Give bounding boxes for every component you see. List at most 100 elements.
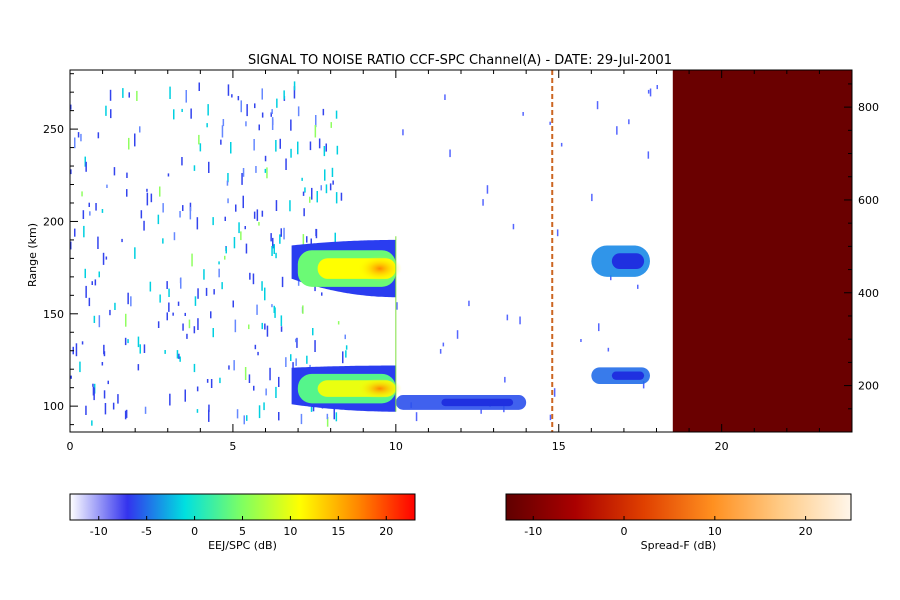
noise-speck <box>336 145 339 155</box>
noise-speck <box>326 417 329 427</box>
noise-speck <box>199 143 202 152</box>
noise-speck <box>109 89 112 101</box>
noise-speck <box>218 268 220 278</box>
noise-speck <box>221 125 224 138</box>
colorbar-tick-label: 0 <box>621 525 628 538</box>
noise-speck <box>281 276 284 288</box>
noise-speck <box>442 342 445 347</box>
noise-speck <box>194 296 197 306</box>
noise-speck <box>128 137 130 150</box>
noise-speck <box>227 173 229 183</box>
spreadf-region <box>672 70 852 432</box>
right-y-tick-label: 200 <box>858 380 879 393</box>
upper-late-echo-core <box>611 253 645 270</box>
noise-speck <box>127 292 129 305</box>
noise-speck <box>264 168 267 173</box>
noise-speck <box>257 351 259 356</box>
noise-speck <box>238 222 240 234</box>
noise-speck <box>233 237 236 249</box>
noise-speck <box>306 236 308 243</box>
noise-speck <box>234 319 237 333</box>
noise-speck <box>197 318 199 330</box>
noise-speck <box>159 294 161 303</box>
lower-night-trail <box>395 395 527 410</box>
noise-speck <box>272 237 274 249</box>
noise-speck <box>169 393 171 406</box>
noise-speck <box>275 252 277 259</box>
noise-speck <box>93 387 95 401</box>
noise-speck <box>264 155 267 162</box>
noise-speck <box>139 126 141 133</box>
noise-speck <box>439 349 442 354</box>
noise-speck <box>179 356 181 362</box>
noise-speck <box>213 289 215 295</box>
noise-speck <box>256 304 258 315</box>
chart-title: SIGNAL TO NOISE RATIO CCF-SPC Channel(A)… <box>248 53 672 68</box>
noise-speck <box>326 413 329 420</box>
noise-speck <box>270 112 272 117</box>
noise-speck <box>125 409 128 418</box>
noise-speck <box>173 232 176 241</box>
y-tick-label: 100 <box>43 400 64 413</box>
noise-speck <box>75 343 78 357</box>
noise-speck <box>246 415 248 421</box>
noise-speck <box>309 141 312 151</box>
noise-speck <box>114 302 116 310</box>
noise-speck <box>124 337 127 346</box>
noise-speck <box>261 210 264 217</box>
noise-speck <box>331 167 334 177</box>
noise-speck <box>293 81 296 91</box>
noise-speck <box>226 180 229 186</box>
noise-speck <box>113 167 116 176</box>
noise-speck <box>279 234 281 244</box>
noise-speck <box>88 202 90 207</box>
noise-speck <box>84 268 86 279</box>
noise-speck <box>304 187 306 193</box>
noise-speck <box>302 234 305 247</box>
noise-speck <box>345 345 348 350</box>
noise-speck <box>88 297 91 307</box>
noise-speck <box>225 246 227 254</box>
noise-speck <box>196 217 199 230</box>
noise-speck <box>285 357 287 367</box>
noise-speck <box>647 89 650 94</box>
noise-speck <box>278 412 280 421</box>
noise-speck <box>97 236 99 249</box>
noise-speck <box>157 214 160 225</box>
noise-speck <box>285 158 287 170</box>
noise-speck <box>95 203 97 211</box>
lower-late-echo-core <box>611 371 645 380</box>
noise-speck <box>198 134 200 145</box>
noise-speck <box>102 252 105 265</box>
noise-speck <box>162 203 164 213</box>
noise-speck <box>598 323 600 332</box>
noise-speck <box>79 361 81 373</box>
noise-speck <box>330 122 332 128</box>
noise-speck <box>184 389 186 402</box>
noise-speck <box>189 206 192 220</box>
noise-speck <box>203 269 205 280</box>
noise-speck <box>258 222 260 226</box>
noise-speck <box>302 191 305 196</box>
noise-speck <box>283 227 285 240</box>
noise-speck <box>82 210 85 219</box>
colorbar-2: -10 0 10 20 Spread-F (dB) <box>505 493 852 552</box>
noise-speck <box>206 379 209 383</box>
noise-speck <box>190 108 192 119</box>
noise-speck <box>222 119 225 127</box>
colorbar-tick-label: 15 <box>331 525 345 538</box>
noise-speck <box>297 141 299 155</box>
noise-speck <box>176 350 179 359</box>
noise-speck <box>106 184 108 188</box>
noise-speck <box>258 405 261 419</box>
colorbar-tick-label: -10 <box>524 525 542 538</box>
noise-speck <box>181 108 183 112</box>
noise-speck <box>647 151 650 159</box>
noise-speck <box>159 186 161 197</box>
noise-speck <box>205 287 208 296</box>
noise-speck <box>230 142 232 154</box>
colorbar-tick-label: 10 <box>283 525 297 538</box>
noise-speck <box>325 184 328 194</box>
noise-speck <box>74 137 76 149</box>
colorbar-tick-label: 20 <box>799 525 813 538</box>
